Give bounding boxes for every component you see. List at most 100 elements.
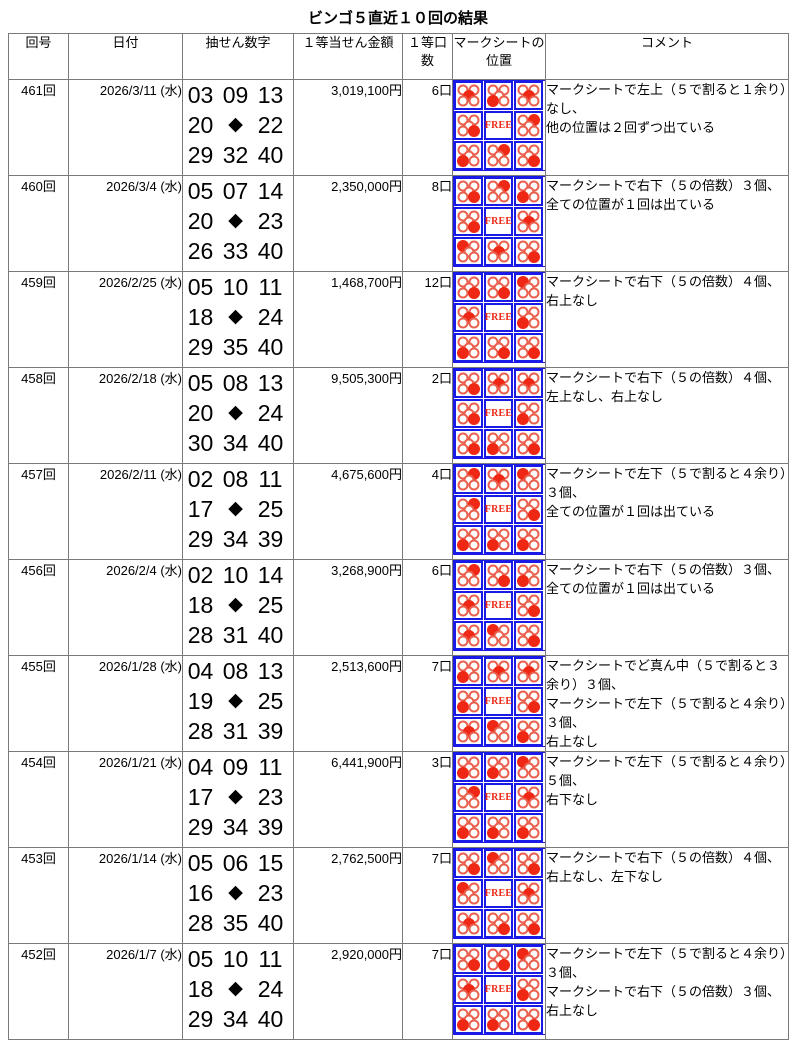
number-value: 25 [257,496,284,522]
mark-dot-empty [468,180,480,192]
mark-dot-empty [517,155,529,167]
number-value: 32 [222,142,249,168]
mark-dot-empty [517,498,529,510]
mark-dot-empty [487,84,499,96]
mark-dot-empty [457,402,469,414]
number-value: 31 [222,718,249,744]
marksheet-box [454,717,483,746]
prize-cell: 1,468,700円 [293,271,403,368]
date-cell: 2026/1/14 (水) [68,847,183,944]
mark-dot-empty [528,468,540,480]
mark-dot-empty [457,276,469,288]
marksheet-box [484,945,513,974]
number-value: 05 [187,370,214,396]
units-cell: 7口 [402,847,453,944]
mark-dot-empty [457,287,469,299]
units-cell: 12口 [402,271,453,368]
marksheet-grid: FREE [453,176,545,267]
number-value: 35 [222,334,249,360]
number-value: 11 [258,946,283,972]
mark-dot-filled [498,575,511,588]
mark-dot-empty [517,594,529,606]
mark-dot-empty [528,1008,540,1020]
free-space-diamond-icon: ◆ [228,882,243,903]
marksheet-box [514,849,543,878]
mark-dot-empty [468,276,480,288]
free-space-diamond-icon: ◆ [228,402,243,423]
mark-dot-empty [517,383,529,395]
mark-dot-empty [468,402,480,414]
number-value: 09 [222,82,249,108]
mark-dot-filled [486,1019,499,1032]
mark-dot-empty [528,413,540,425]
mark-dot-empty [487,671,499,683]
mark-dot-empty [498,191,510,203]
numbers-grid: 04 08 13 19 ◆ 25 28 31 39 [184,657,289,747]
mark-dot-empty [517,336,529,348]
free-space-diamond-icon: ◆ [228,978,243,999]
number-value: 06 [222,850,249,876]
date-cell: 2026/2/25 (水) [68,271,183,368]
number-value: 10 [222,562,249,588]
mark-dot-empty [523,120,534,131]
marksheet-cell: FREE [452,271,546,368]
mark-dot-filled [468,443,481,456]
mark-dot-empty [498,479,510,491]
mark-dot-empty [457,690,469,702]
mark-dot-filled [528,701,541,714]
number-value: 35 [222,910,249,936]
marksheet-box [484,369,513,398]
number-value: 09 [222,754,249,780]
number-value: 23 [257,784,284,810]
numbers-grid: 05 08 13 20 ◆ 24 30 34 40 [184,369,289,459]
mark-dot-empty [517,221,529,233]
mark-dot-empty [528,180,540,192]
mark-dot-empty [528,731,540,743]
mark-dot-filled [456,671,469,684]
mark-dot-empty [498,1019,510,1031]
mark-dot-empty [498,276,510,288]
mark-dot-empty [487,276,499,288]
mark-dot-empty [498,852,510,864]
comment-cell: マークシートで右下（５の倍数）３個、 全ての位置が１回は出ている [545,559,789,656]
result-row: 461回 2026/3/11 (水) 03 09 13 20 ◆ 22 29 32 40 3,0… [8,79,789,176]
marksheet-box [484,237,513,266]
number-value: 20 [187,112,214,138]
marksheet-cell: FREE [452,559,546,656]
numbers-grid: 02 08 11 17 ◆ 25 29 34 39 [184,465,289,555]
prize-cell: 2,513,600円 [293,655,403,752]
marksheet-box [454,207,483,236]
mark-dot-empty [498,1008,510,1020]
marksheet-cell: FREE [452,655,546,752]
mark-dot-empty [468,635,480,647]
marksheet-box [514,399,543,428]
number-value: 14 [257,178,284,204]
marksheet-box [514,909,543,938]
mark-dot-empty [457,635,469,647]
marksheet-box [514,495,543,524]
numbers-grid: 05 10 11 18 ◆ 24 29 35 40 [184,273,289,363]
number-value: 18 [187,592,214,618]
free-space-diamond-icon: ◆ [228,306,243,327]
mark-dot-empty [528,221,540,233]
units-cell: 6口 [402,559,453,656]
mark-dot-empty [517,893,529,905]
marksheet-grid: FREE [453,848,545,939]
mark-dot-filled [456,1019,469,1032]
mark-dot-filled [456,701,469,714]
mark-dot-empty [517,287,529,299]
marksheet-box [484,657,513,686]
marksheet-box [454,141,483,170]
free-space-label: FREE [484,687,513,716]
mark-dot-filled [528,635,541,648]
mark-dot-empty [528,191,540,203]
mark-dot-empty [517,923,529,935]
mark-dot-empty [457,95,469,107]
numbers-grid: 04 09 11 17 ◆ 23 29 34 39 [184,753,289,843]
free-space-diamond-icon: ◆ [228,114,243,135]
marksheet-box [484,1005,513,1034]
results-table: 回号 日付 抽せん数字 １等当せん金額 １等口数 マークシートの位置 コメント 461回 2… [8,33,789,1040]
mark-dot-empty [468,317,480,329]
marksheet-box [484,141,513,170]
mark-dot-filled [528,863,541,876]
